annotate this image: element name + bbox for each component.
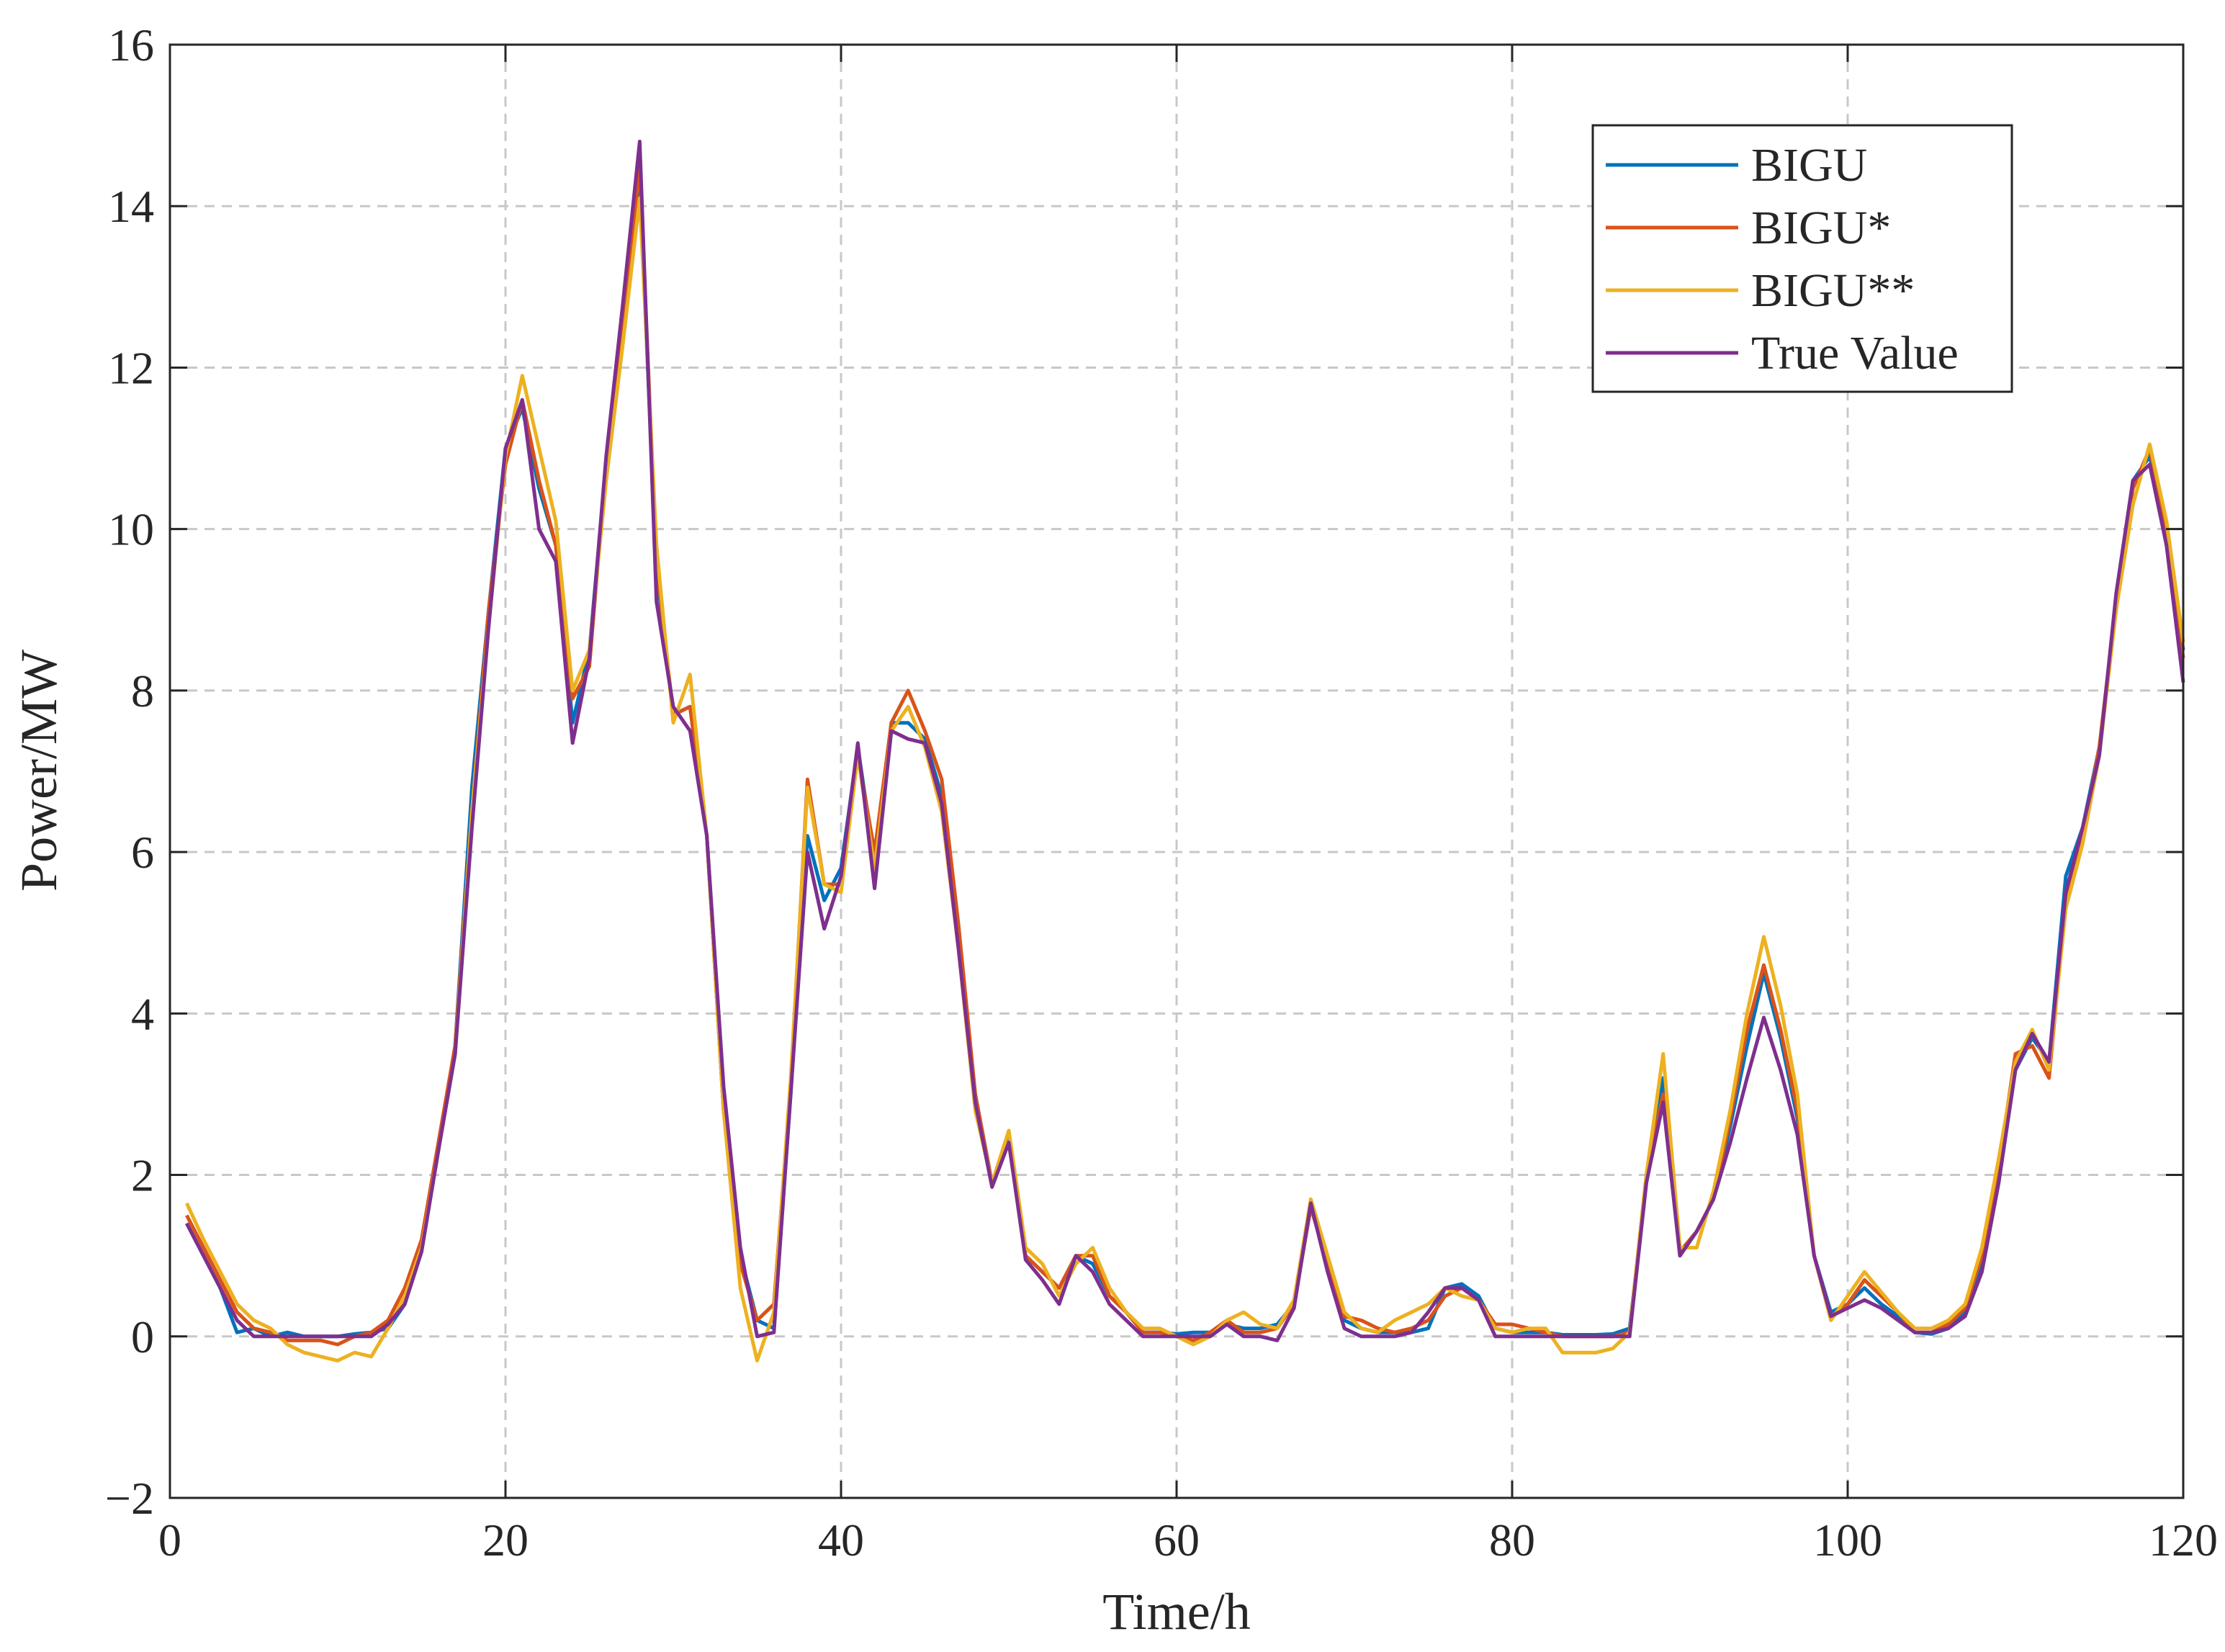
y-tick-labels: −2 0 2 4 6 8 10 12 14 16 (105, 19, 154, 1524)
y-axis-label: Power/MW (10, 650, 68, 892)
legend: BIGU BIGU* BIGU** True Value (1591, 124, 2013, 393)
legend-label: BIGU (1751, 139, 1867, 192)
y-tick-label: 0 (131, 1311, 154, 1363)
series-line-2 (185, 196, 2185, 1363)
y-tick-label: 6 (131, 827, 154, 878)
legend-label: True Value (1751, 327, 1959, 380)
y-tick-label: 16 (108, 19, 154, 71)
legend-label: BIGU* (1751, 202, 1891, 254)
x-tick-labels: 0 20 40 60 80 100 120 (158, 1514, 2218, 1566)
x-axis-label: Time/h (1102, 1583, 1250, 1640)
series-line-3 (185, 140, 2185, 1342)
y-tick-label: −2 (105, 1473, 154, 1524)
y-tick-label: 4 (131, 988, 154, 1039)
x-tick-label: 80 (1489, 1514, 1535, 1566)
y-tick-label: 8 (131, 665, 154, 717)
x-tick-label: 60 (1154, 1514, 1200, 1566)
axis-ticks (168, 43, 2185, 1499)
y-tick-label: 10 (108, 504, 154, 555)
x-tick-label: 20 (482, 1514, 529, 1566)
x-tick-label: 120 (2149, 1514, 2218, 1566)
y-tick-label: 14 (108, 181, 154, 232)
legend-box (1591, 124, 2013, 393)
x-tick-label: 40 (818, 1514, 864, 1566)
y-tick-label: 2 (131, 1150, 154, 1201)
legend-label: BIGU** (1751, 264, 1915, 317)
x-tick-label: 100 (1813, 1514, 1882, 1566)
y-tick-label: 12 (108, 342, 154, 393)
series-lines (185, 140, 2185, 1363)
x-tick-label: 0 (158, 1514, 181, 1566)
